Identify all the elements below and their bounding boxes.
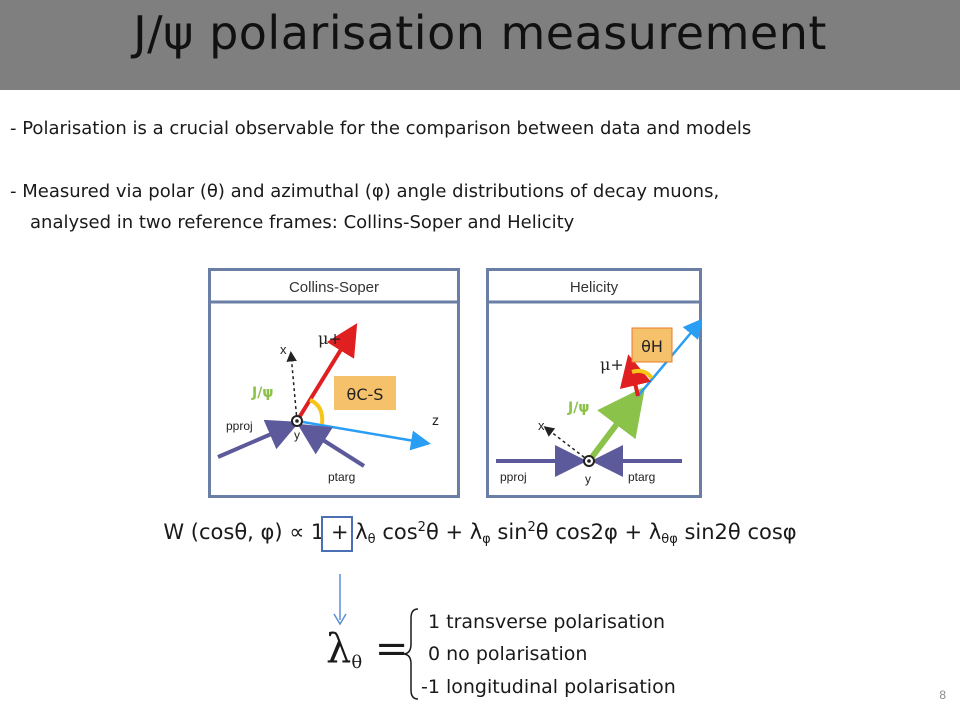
helicity-diagram: Helicity x J/ψ z μ+ θH pproj ptarg y — [486, 268, 702, 498]
muon-arrow — [619, 354, 652, 397]
option-no-polarisation: 0 no polarisation — [428, 643, 588, 665]
lambda-theta-phi-sub: θφ — [661, 532, 678, 547]
lambda-phi: λ — [469, 520, 483, 544]
pproj-label: pproj — [500, 470, 527, 484]
lambda-theta-phi: λ — [648, 520, 662, 544]
page-number: 8 — [939, 688, 946, 702]
x-axis — [286, 351, 298, 422]
angular-distribution-formula: W (cosθ, φ) ∝ 1 + λθ cos2θ + λφ sin2θ co… — [0, 520, 960, 547]
bullet-measured-line1: - Measured via polar (θ) and azimuthal (… — [10, 181, 720, 202]
angle-label-box — [631, 327, 673, 363]
y-label: y — [585, 472, 591, 486]
frame-title: Helicity — [570, 279, 619, 296]
lambda-theta-symbol: λθ = — [326, 626, 408, 673]
pproj-beam — [217, 419, 300, 459]
lambda-phi-sub: φ — [482, 532, 491, 547]
lambda-theta: λ — [355, 520, 368, 544]
z-label: z — [432, 412, 439, 428]
formula-term2-sup: 2 — [527, 520, 536, 535]
angle-label: θC-S — [347, 385, 384, 404]
bullet-polarisation: - Polarisation is a crucial observable f… — [10, 118, 752, 139]
formula-term2: sin — [490, 520, 528, 544]
angle-arc — [309, 398, 325, 425]
jpsi-label: J/ψ — [567, 400, 589, 416]
muon-label: μ+ — [318, 329, 342, 348]
ptarg-beam — [297, 423, 366, 468]
slide-title: J/ψ polarisation measurement — [133, 6, 827, 60]
formula-term1: cos — [375, 520, 418, 544]
angle-label: θH — [641, 337, 663, 356]
muon-arrow — [295, 323, 358, 423]
angle-label-box — [334, 376, 396, 410]
bullet-measured-line2: analysed in two reference frames: Collin… — [30, 212, 575, 233]
formula-lhs: W (cosθ, φ) ∝ 1 + — [163, 520, 356, 544]
lambda-theta-sub: θ — [367, 532, 376, 547]
lambda-equals: = — [362, 626, 409, 672]
angle-arc — [631, 368, 654, 380]
origin-dot — [587, 459, 591, 463]
formula-term1b: θ + — [425, 520, 470, 544]
x-label: x — [280, 342, 287, 357]
pproj-label: pproj — [226, 419, 253, 433]
ptarg-label: ptarg — [328, 470, 355, 484]
formula-term2b: θ cos2φ + — [535, 520, 649, 544]
lambda-theta-highlight-box — [321, 516, 353, 552]
jpsi-label: J/ψ — [251, 385, 273, 401]
left-brace-icon — [402, 608, 419, 700]
x-label: x — [538, 418, 545, 433]
collins-soper-diagram: Collins-Soper x μ+ z θC-S J/ψ pproj ptar… — [208, 268, 460, 498]
option-transverse: 1 transverse polarisation — [428, 611, 665, 633]
ptarg-label: ptarg — [628, 470, 655, 484]
frame-title: Collins-Soper — [289, 279, 379, 296]
y-label: y — [294, 428, 300, 442]
title-bar — [0, 0, 960, 90]
down-arrow-icon — [333, 574, 347, 626]
lambda-symbol: λ — [326, 626, 352, 672]
option-longitudinal: -1 longitudinal polarisation — [421, 676, 676, 698]
origin-dot — [295, 419, 299, 423]
formula-term1-sup: 2 — [417, 520, 426, 535]
muon-label: μ+ — [600, 355, 624, 374]
formula-term3: sin2θ cosφ — [677, 520, 797, 544]
lambda-symbol-sub: θ — [351, 652, 363, 673]
